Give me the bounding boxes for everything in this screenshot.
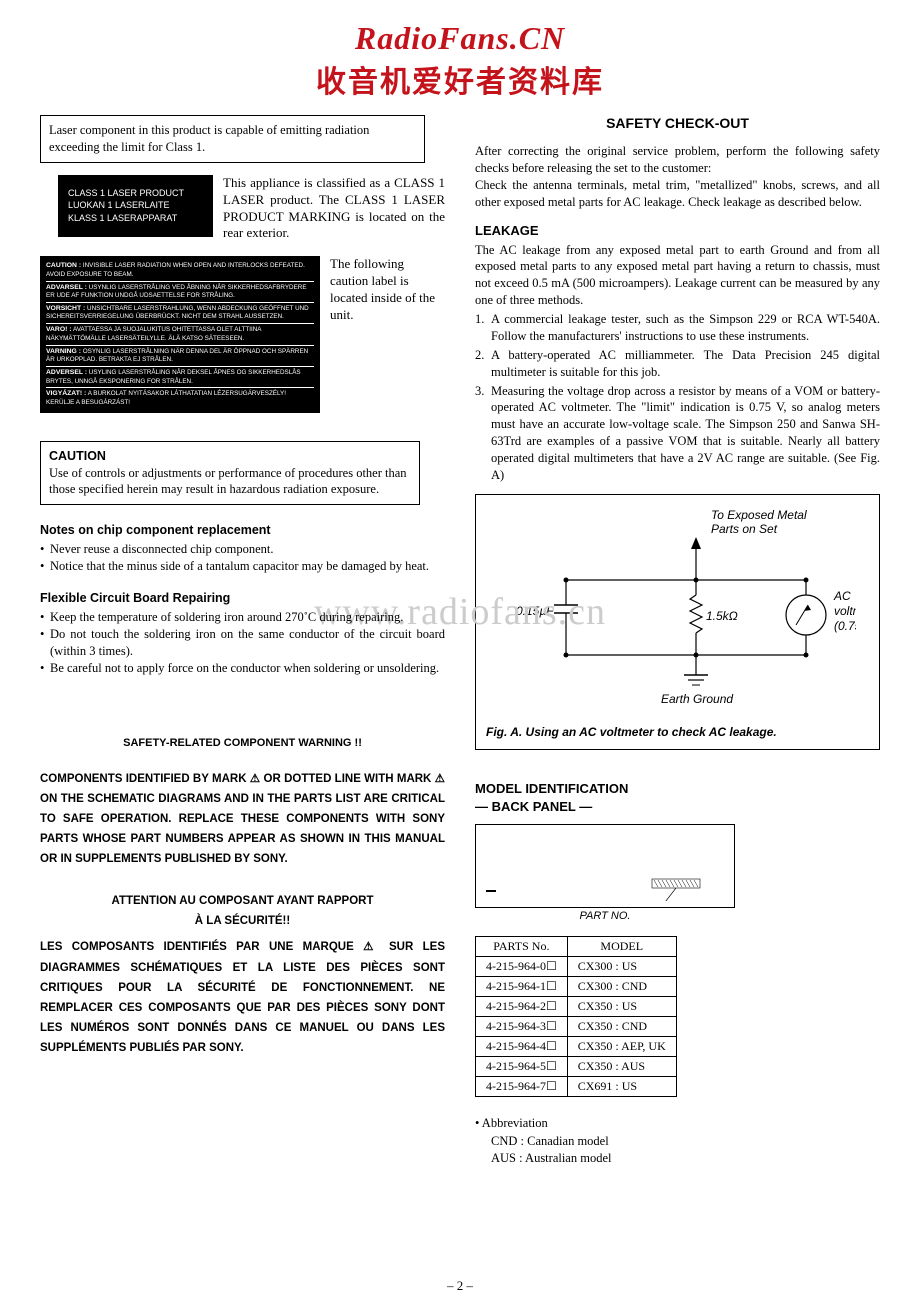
left-column: Laser component in this product is capab… bbox=[40, 115, 445, 1168]
figure-a-box: To Exposed Metal Parts on Set 0.15µF bbox=[475, 494, 880, 750]
safety-warning-heading: SAFETY-RELATED COMPONENT WARNING !! bbox=[40, 737, 445, 749]
cell: CX350 : AEP, UK bbox=[567, 1037, 676, 1057]
safety-checkout-body: After correcting the original service pr… bbox=[475, 143, 880, 211]
laser-intro-box: Laser component in this product is capab… bbox=[40, 115, 425, 163]
warning-en: COMPONENTS IDENTIFIED BY MARK ⚠ OR DOTTE… bbox=[40, 769, 445, 870]
cell: 4-215-964-5☐ bbox=[476, 1057, 568, 1077]
lang-4-label: VARNING : bbox=[46, 348, 81, 355]
lang-6-label: VIGYÁZAT! : bbox=[46, 390, 86, 397]
badge-line-1: CLASS 1 LASER PRODUCT bbox=[68, 187, 203, 200]
model-table: PARTS No. MODEL 4-215-964-0☐CX300 : US 4… bbox=[475, 936, 677, 1097]
page-header: RadioFans.CN 收音机爱好者资料库 bbox=[40, 20, 880, 101]
th-model: MODEL bbox=[567, 937, 676, 957]
leak-text-1: A commercial leakage tester, such as the… bbox=[491, 312, 880, 343]
flex-item: Do not touch the soldering iron on the s… bbox=[40, 626, 445, 660]
notes-heading: Notes on chip component replacement bbox=[40, 523, 445, 537]
leakage-body: The AC leakage from any exposed metal pa… bbox=[475, 242, 880, 310]
cell: 4-215-964-4☐ bbox=[476, 1037, 568, 1057]
lang-5-label: ADVERSEL : bbox=[46, 369, 87, 376]
class1-description: This appliance is classified as a CLASS … bbox=[223, 175, 445, 243]
cell: 4-215-964-1☐ bbox=[476, 977, 568, 997]
model-h2: — BACK PANEL — bbox=[475, 798, 880, 816]
fig-vm-1: AC bbox=[833, 589, 851, 603]
fig-toplabel1: To Exposed Metal bbox=[711, 508, 807, 522]
cell: CX350 : US bbox=[567, 997, 676, 1017]
multilang-caution-label: CAUTION : INVISIBLE LASER RADIATION WHEN… bbox=[40, 256, 320, 412]
leak-item-3: 3.Measuring the voltage drop across a re… bbox=[475, 383, 880, 484]
flex-heading: Flexible Circuit Board Repairing bbox=[40, 591, 445, 605]
lang-3-text: AVATTAESSA JA SUOJALUKITUS OHITETTASSA O… bbox=[46, 326, 261, 341]
badge-line-2: LUOKAN 1 LASERLAITE bbox=[68, 199, 203, 212]
lang-4-text: OSYNLIG LASERSTRÅLNING NÄR DENNA DEL ÄR … bbox=[46, 348, 308, 363]
leak-item-1: 1.A commercial leakage tester, such as t… bbox=[475, 311, 880, 345]
figure-a-diagram: To Exposed Metal Parts on Set 0.15µF bbox=[486, 505, 856, 715]
leakage-methods-list: 1.A commercial leakage tester, such as t… bbox=[475, 311, 880, 484]
fig-vm-3: (0.75V) bbox=[834, 619, 856, 633]
abbreviation-block: • Abbreviation CND : Canadian model AUS … bbox=[475, 1115, 880, 1168]
lang-0-label: CAUTION : bbox=[46, 262, 81, 269]
abbrev-2: AUS : Australian model bbox=[475, 1150, 880, 1168]
note-item: Notice that the minus side of a tantalum… bbox=[40, 558, 445, 575]
model-h1: MODEL IDENTIFICATION bbox=[475, 780, 880, 798]
fig-cap-label: 0.15µF bbox=[516, 604, 554, 618]
flex-list: Keep the temperature of soldering iron a… bbox=[40, 609, 445, 677]
caution-text: Use of controls or adjustments or perfor… bbox=[49, 465, 411, 499]
right-column: SAFETY CHECK-OUT After correcting the or… bbox=[475, 115, 880, 1168]
back-panel-diagram bbox=[475, 824, 735, 908]
lang-0-text: INVISIBLE LASER RADIATION WHEN OPEN AND … bbox=[46, 262, 305, 277]
cell: CX350 : AUS bbox=[567, 1057, 676, 1077]
flex-item: Keep the temperature of soldering iron a… bbox=[40, 609, 445, 626]
leakage-heading: LEAKAGE bbox=[475, 223, 880, 238]
cell: CX300 : CND bbox=[567, 977, 676, 997]
model-id-heading: MODEL IDENTIFICATION — BACK PANEL — bbox=[475, 780, 880, 816]
cell: 4-215-964-2☐ bbox=[476, 997, 568, 1017]
abbrev-heading: • Abbreviation bbox=[475, 1115, 880, 1133]
header-title-en: RadioFans.CN bbox=[40, 20, 880, 57]
figure-a-caption: Fig. A. Using an AC voltmeter to check A… bbox=[486, 725, 869, 739]
warning-fr-h2: À LA SÉCURITÉ!! bbox=[40, 911, 445, 931]
leak-text-2: A battery-operated AC milliammeter. The … bbox=[491, 348, 880, 379]
page-number: – 2 – bbox=[447, 1278, 473, 1294]
lang-2-label: VORSICHT : bbox=[46, 305, 85, 312]
fig-ground-label: Earth Ground bbox=[661, 692, 733, 706]
cell: 4-215-964-0☐ bbox=[476, 957, 568, 977]
badge-line-3: KLASS 1 LASERAPPARAT bbox=[68, 212, 203, 225]
lang-2-text: UNSICHTBARE LASERSTRAHLUNG, WENN ABDECKU… bbox=[46, 305, 309, 320]
class1-badge: CLASS 1 LASER PRODUCT LUOKAN 1 LASERLAIT… bbox=[58, 175, 213, 237]
abbrev-1: CND : Canadian model bbox=[475, 1133, 880, 1151]
warning-fr: LES COMPOSANTS IDENTIFIÉS PAR UNE MARQUE… bbox=[40, 937, 445, 1058]
leak-item-2: 2.A battery-operated AC milliammeter. Th… bbox=[475, 347, 880, 381]
warning-fr-heading: ATTENTION AU COMPOSANT AYANT RAPPORT À L… bbox=[40, 891, 445, 931]
partno-label: PART NO. bbox=[475, 910, 735, 922]
inside-label-desc: The following caution label is located i… bbox=[330, 256, 445, 324]
notes-list: Never reuse a disconnected chip componen… bbox=[40, 541, 445, 575]
cell: CX691 : US bbox=[567, 1077, 676, 1097]
cell: CX350 : CND bbox=[567, 1017, 676, 1037]
cell: 4-215-964-7☐ bbox=[476, 1077, 568, 1097]
fig-res-label: 1.5kΩ bbox=[706, 609, 738, 623]
lang-3-label: VARO! : bbox=[46, 326, 72, 333]
lang-1-label: ADVARSEL : bbox=[46, 284, 87, 291]
note-item: Never reuse a disconnected chip componen… bbox=[40, 541, 445, 558]
fig-vm-2: voltmeter bbox=[834, 604, 856, 618]
fig-toplabel2: Parts on Set bbox=[711, 522, 778, 536]
safety-checkout-heading: SAFETY CHECK-OUT bbox=[475, 115, 880, 131]
header-title-cn: 收音机爱好者资料库 bbox=[40, 57, 880, 101]
leak-text-3: Measuring the voltage drop across a resi… bbox=[491, 384, 880, 482]
caution-title: CAUTION bbox=[49, 448, 411, 465]
warning-fr-h1: ATTENTION AU COMPOSANT AYANT RAPPORT bbox=[40, 891, 445, 911]
th-parts: PARTS No. bbox=[476, 937, 568, 957]
cell: CX300 : US bbox=[567, 957, 676, 977]
cell: 4-215-964-3☐ bbox=[476, 1017, 568, 1037]
caution-box: CAUTION Use of controls or adjustments o… bbox=[40, 441, 420, 506]
flex-item: Be careful not to apply force on the con… bbox=[40, 660, 445, 677]
